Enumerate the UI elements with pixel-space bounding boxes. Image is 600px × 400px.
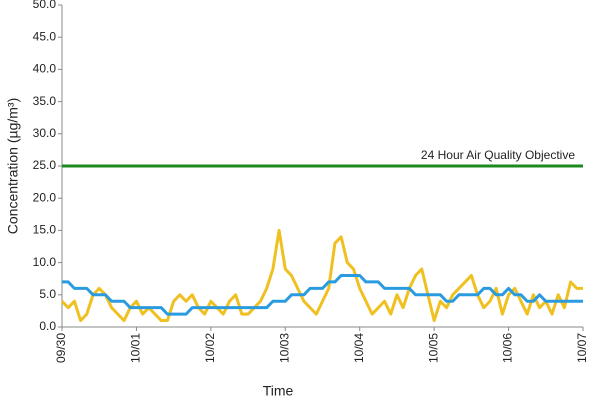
x-tick-label: 10/02 — [203, 333, 217, 363]
x-tick-label: 10/07 — [575, 333, 589, 363]
x-tick-label: 10/05 — [426, 333, 440, 363]
series-line — [62, 273, 583, 316]
y-tick-label: 15.0 — [33, 223, 57, 237]
x-tick-label: 10/01 — [129, 333, 143, 363]
y-tick-label: 0.0 — [39, 319, 56, 333]
x-tick-label: 10/03 — [277, 333, 291, 363]
y-tick-label: 5.0 — [39, 287, 56, 301]
x-tick-label: 10/06 — [501, 333, 515, 363]
x-tick-label: 10/04 — [352, 333, 366, 363]
y-tick-label: 10.0 — [33, 255, 57, 269]
y-tick-label: 35.0 — [33, 94, 57, 108]
y-tick-label: 25.0 — [33, 158, 57, 172]
x-axis-label: Time — [263, 383, 294, 399]
y-tick-label: 20.0 — [33, 190, 57, 204]
y-tick-label: 45.0 — [33, 29, 57, 43]
y-tick-label: 50.0 — [33, 0, 57, 11]
y-tick-label: 40.0 — [33, 62, 57, 76]
y-tick-label: 30.0 — [33, 126, 57, 140]
objective-label: 24 Hour Air Quality Objective — [421, 148, 575, 162]
x-tick-label: 09/30 — [54, 333, 68, 363]
y-axis-label: Concentration (µg/m³) — [5, 98, 21, 234]
